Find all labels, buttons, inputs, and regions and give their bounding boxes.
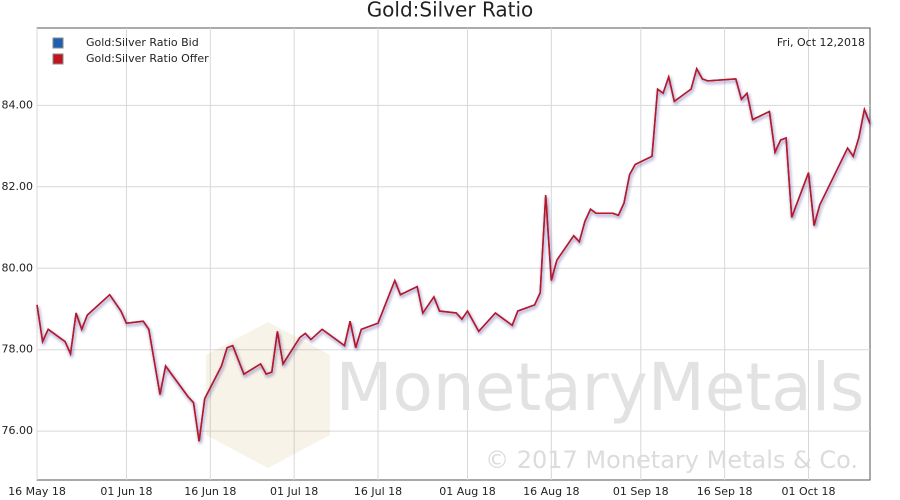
- legend-swatch: [52, 37, 64, 49]
- x-tick-label: 01 Jun 18: [100, 485, 152, 498]
- x-tick-label: 16 May 18: [8, 485, 66, 498]
- x-tick-label: 01 Jul 18: [270, 485, 318, 498]
- legend-label: Gold:Silver Ratio Offer: [86, 52, 209, 65]
- x-tick-label: 16 Aug 18: [523, 485, 579, 498]
- copyright: © 2017 Monetary Metals & Co.: [485, 446, 858, 474]
- x-tick-label: 16 Sep 18: [697, 485, 753, 498]
- y-tick-label: 84.00: [2, 98, 34, 111]
- x-tick-label: 16 Jun 18: [184, 485, 236, 498]
- x-tick-label: 01 Oct 18: [781, 485, 835, 498]
- x-tick-label: 01 Aug 18: [439, 485, 495, 498]
- legend-label: Gold:Silver Ratio Bid: [86, 36, 199, 49]
- x-tick-label: 16 Jul 18: [354, 485, 402, 498]
- x-tick-label: 01 Sep 18: [613, 485, 669, 498]
- line: [36, 66, 871, 442]
- y-tick-label: 76.00: [2, 424, 34, 437]
- date-annotation: Fri, Oct 12,2018: [777, 36, 865, 49]
- legend-swatch: [52, 53, 64, 65]
- plot-area: [36, 27, 871, 481]
- chart-title: Gold:Silver Ratio: [367, 0, 534, 22]
- y-tick-label: 78.00: [2, 343, 34, 356]
- y-tick-label: 80.00: [2, 261, 34, 274]
- watermark: MonetaryMetals: [336, 349, 865, 426]
- y-tick-label: 82.00: [2, 180, 34, 193]
